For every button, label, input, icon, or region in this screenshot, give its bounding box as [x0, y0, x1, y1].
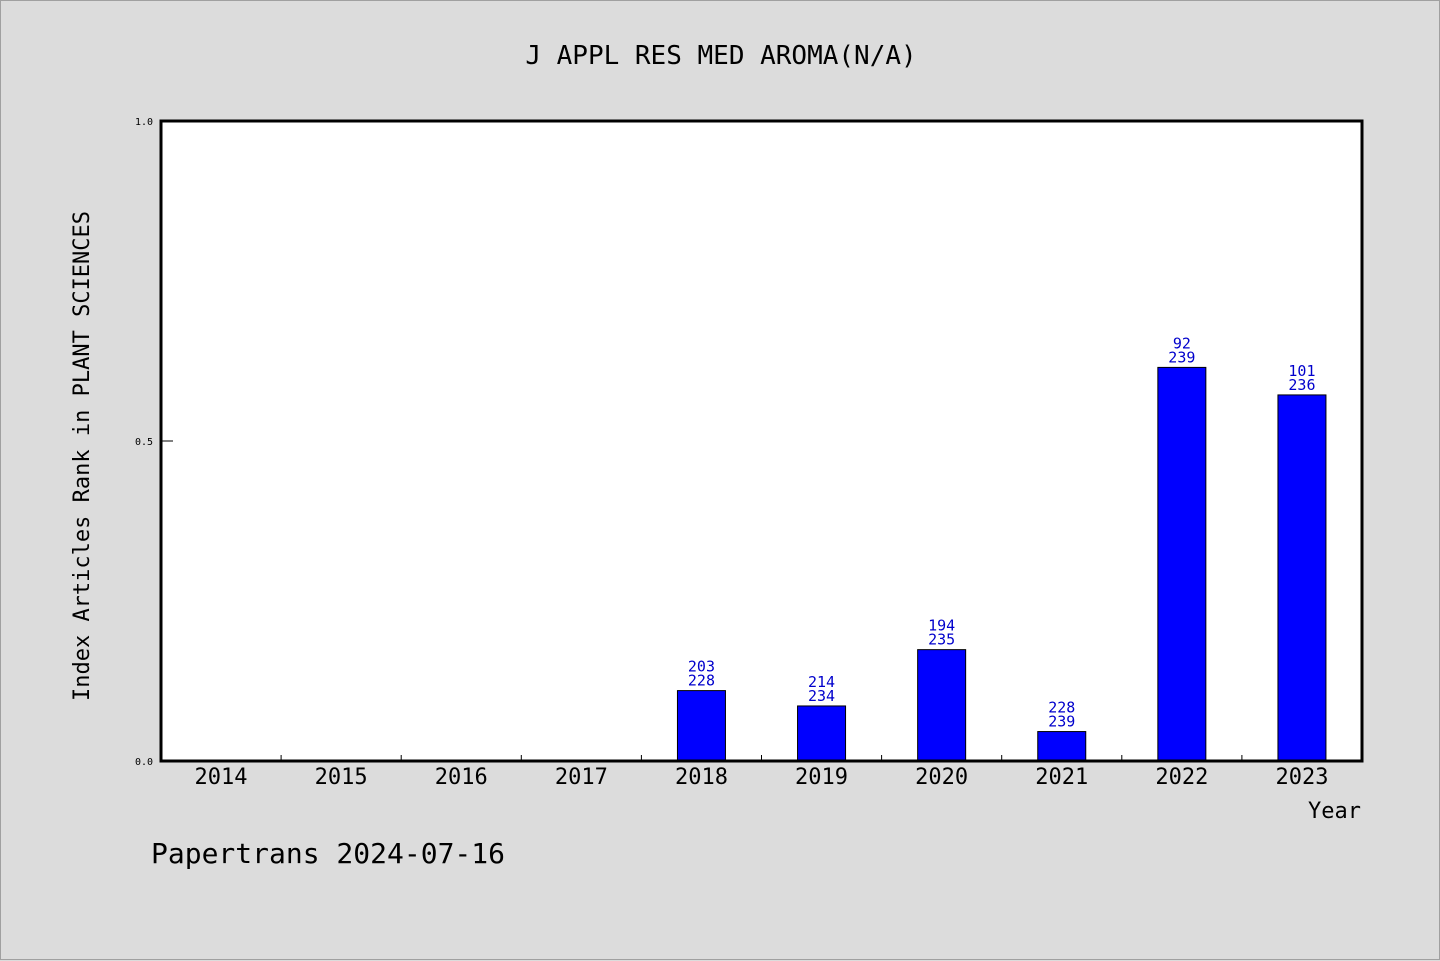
plot-border — [159, 119, 1364, 763]
x-tick-label: 2019 — [795, 765, 848, 790]
bar-label-total: 239 — [1048, 713, 1075, 731]
x-tick-label: 2020 — [915, 765, 968, 790]
bar-label-total: 235 — [928, 631, 955, 649]
bar-2019 — [797, 705, 847, 762]
x-tick-label: 2014 — [195, 765, 248, 790]
bar-series — [676, 366, 1327, 762]
bar-2018 — [676, 690, 726, 762]
bar-label-rank: 203 — [688, 658, 715, 676]
x-tick-label: 2023 — [1275, 765, 1328, 790]
bar-label-rank: 214 — [808, 673, 835, 691]
y-tick-label: 0.5 — [135, 437, 153, 448]
bar-label-total: 228 — [688, 672, 715, 690]
footer-credit: Papertrans 2024-07-16 — [151, 837, 505, 870]
bar-2021 — [1037, 731, 1087, 762]
y-tick-label: 0.0 — [135, 757, 153, 768]
x-tick-label: 2017 — [555, 765, 608, 790]
bar-label-total: 239 — [1168, 348, 1195, 366]
x-tick-label: 2021 — [1035, 765, 1088, 790]
bar-label-rank: 101 — [1288, 362, 1315, 380]
x-tick-label: 2015 — [315, 765, 368, 790]
bar-label-total: 236 — [1288, 376, 1315, 394]
bar-2020 — [917, 649, 967, 762]
bar-label-total: 234 — [808, 687, 835, 705]
x-axis-label: Year — [1308, 799, 1361, 824]
bar-2022 — [1157, 366, 1207, 762]
bar-label-rank: 92 — [1173, 334, 1191, 352]
x-axis: 2014 2015 2016 2017 2018 2019 2020 2021 2022 2023 — [195, 755, 1328, 790]
bar-label-rank: 228 — [1048, 699, 1075, 717]
bar-label-rank: 194 — [928, 617, 955, 635]
y-axis-label: Index Articles Rank in PLANT SCIENCES — [70, 211, 95, 701]
y-tick-label: 1.0 — [135, 117, 153, 128]
x-tick-label: 2018 — [675, 765, 728, 790]
x-tick-label: 2016 — [435, 765, 488, 790]
bar-2023 — [1277, 394, 1327, 762]
chart-title: J APPL RES MED AROMA(N/A) — [525, 41, 916, 71]
x-tick-label: 2022 — [1155, 765, 1208, 790]
